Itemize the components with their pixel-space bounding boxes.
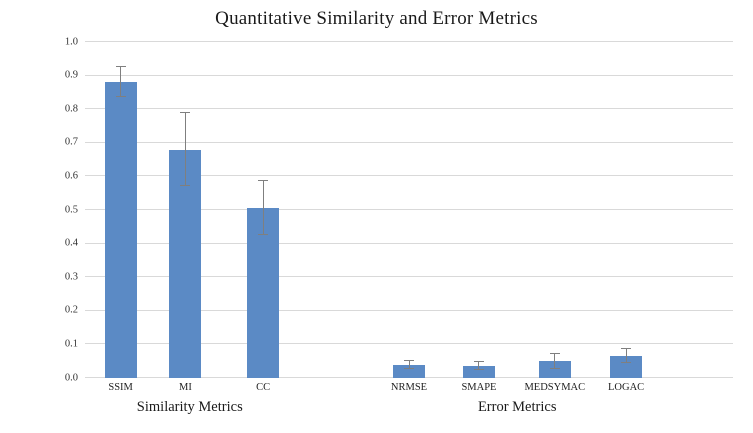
error-bar-cap [404, 367, 414, 369]
y-tick-label: 0.1 [64, 338, 78, 350]
bar-cc [247, 208, 280, 378]
gridline [85, 74, 733, 76]
gridline [85, 175, 733, 177]
gridline [85, 343, 733, 345]
error-bar [120, 67, 122, 98]
x-tick-label: NRMSE [390, 382, 428, 393]
x-tick-label: LOGAC [607, 382, 645, 393]
gridline [85, 41, 733, 42]
gridline [85, 309, 733, 311]
error-bar-cap [473, 369, 484, 371]
y-tick-label: 0.0 [64, 371, 78, 383]
x-tick-label: MI [179, 382, 192, 393]
gridline [85, 276, 733, 278]
bar-medsymac [538, 361, 571, 378]
error-bar-cap [549, 367, 560, 369]
y-tick-label: 1.0 [64, 35, 78, 47]
error-bar-cap [115, 96, 126, 98]
y-tick-label: 0.3 [64, 270, 78, 282]
x-tick-label: MEDSYMAC [524, 382, 586, 393]
group-label: Similarity Metrics [136, 399, 243, 415]
x-tick-label: SSIM [108, 382, 133, 393]
y-tick-label: 0.5 [64, 203, 78, 215]
y-tick-label: 0.4 [64, 237, 78, 249]
error-bar [184, 112, 186, 187]
error-bar-cap [258, 180, 269, 182]
error-bar-cap [115, 66, 126, 68]
bar-ssim [104, 82, 137, 378]
error-bar [408, 360, 410, 369]
bar-mi [169, 149, 202, 378]
error-bar [262, 181, 264, 236]
chart-title: Quantitative Similarity and Error Metric… [215, 8, 538, 29]
axis-group-labels: Similarity Metrics Error Metrics [85, 399, 733, 419]
bar-smape [462, 366, 495, 378]
y-tick-label: 0.8 [64, 102, 78, 114]
error-bar [478, 362, 480, 371]
x-axis-labels: SSIM MI CC NRMSE SMAPE MEDSYMAC LOGAC [85, 382, 733, 396]
gridline [85, 108, 733, 110]
gridline [85, 141, 733, 143]
error-bar [625, 349, 627, 363]
y-axis-labels: 0.0 0.1 0.2 0.3 0.4 0.5 0.6 0.7 0.8 0.9 1.0 [30, 36, 78, 382]
error-bar-cap [180, 185, 191, 187]
gridline [85, 242, 733, 244]
y-tick-label: 0.2 [64, 304, 78, 316]
error-bar-cap [404, 359, 414, 361]
plot-area [85, 41, 733, 378]
error-bar [554, 353, 556, 369]
error-bar-cap [258, 234, 269, 236]
x-tick-label: CC [256, 382, 271, 393]
error-bar-cap [621, 361, 632, 363]
error-bar-cap [549, 352, 560, 354]
error-bar-cap [473, 361, 484, 363]
x-tick-label: SMAPE [461, 382, 497, 393]
y-tick-label: 0.9 [64, 69, 78, 81]
y-tick-label: 0.6 [64, 170, 78, 182]
error-bar-cap [180, 111, 191, 113]
gridline [85, 209, 733, 210]
group-label: Error Metrics [477, 399, 557, 415]
bar-nrmse [393, 364, 425, 378]
bar-logac [610, 356, 643, 378]
error-bar-cap [621, 348, 632, 350]
y-tick-label: 0.7 [64, 136, 78, 148]
